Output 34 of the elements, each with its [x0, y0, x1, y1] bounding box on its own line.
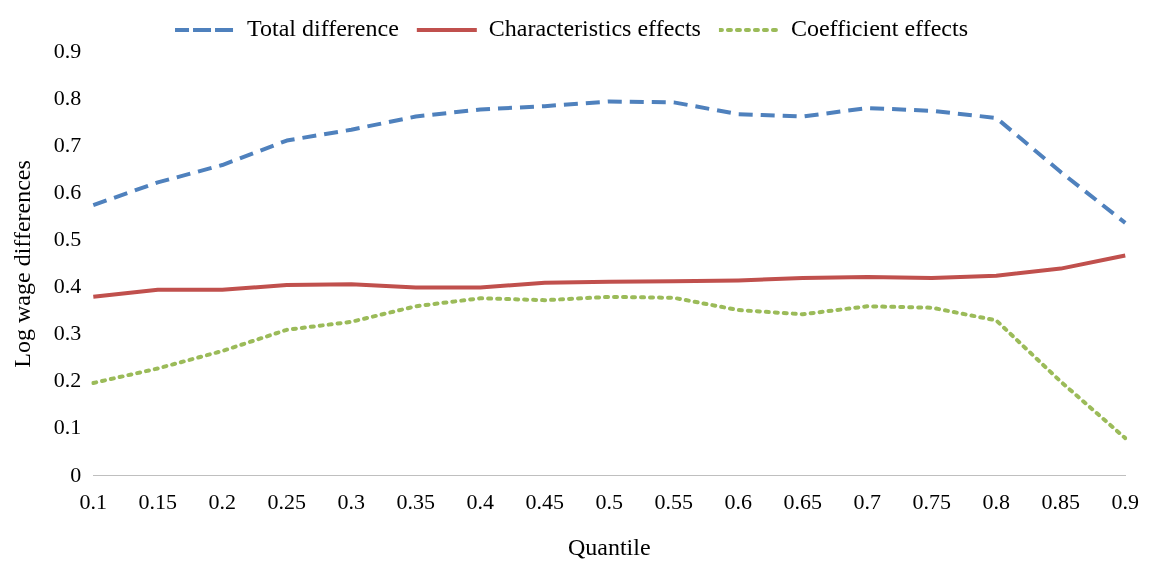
legend-label: Coefficient effects — [790, 15, 968, 42]
y-tick-label: 0.5 — [53, 226, 82, 252]
y-tick-label: 0.6 — [53, 179, 82, 205]
x-tick-label: 0.85 — [1041, 488, 1080, 514]
y-tick-label: 0.8 — [53, 84, 82, 110]
y-tick-label: 0.7 — [53, 131, 82, 157]
x-tick-label: 0.4 — [466, 488, 495, 514]
x-tick-label: 0.55 — [654, 488, 694, 514]
x-tick-label: 0.6 — [724, 488, 753, 514]
x-tick-label: 0.45 — [525, 488, 565, 514]
line-series — [91, 99, 1128, 225]
x-tick-label: 0.65 — [783, 488, 823, 514]
legend-label: Characteristics effects — [488, 15, 701, 42]
x-tick-label: 0.7 — [853, 488, 882, 514]
line-series — [91, 294, 1128, 441]
x-tick-label: 0.15 — [138, 488, 178, 514]
x-tick-label: 0.8 — [982, 488, 1011, 514]
y-tick-label: 0.9 — [53, 37, 82, 63]
x-tick-label: 0.9 — [1111, 488, 1139, 514]
x-tick-label: 0.25 — [267, 488, 307, 514]
y-tick-label: 0.2 — [53, 367, 82, 393]
x-tick-label: 0.75 — [912, 488, 952, 514]
y-tick-label: 0.4 — [53, 273, 82, 299]
x-tick-label: 0.5 — [595, 488, 624, 514]
y-tick-label: 0.1 — [53, 414, 82, 440]
x-tick-label: 0.3 — [337, 488, 366, 514]
legend-label: Total difference — [247, 15, 399, 42]
x-tick-label: 0.2 — [208, 488, 237, 514]
y-axis-title: Log wage differences — [8, 160, 35, 368]
x-tick-label: 0.1 — [79, 488, 108, 514]
y-tick-label: 0.3 — [53, 320, 82, 346]
x-tick-label: 0.35 — [396, 488, 436, 514]
x-axis-title: Quantile — [567, 533, 651, 560]
y-tick-label: 0 — [70, 461, 82, 487]
